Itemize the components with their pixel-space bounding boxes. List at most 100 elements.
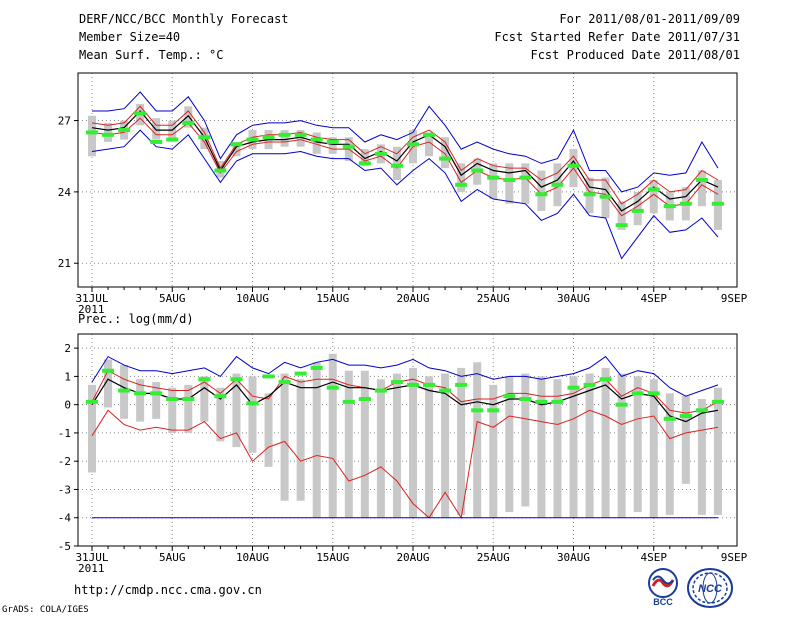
- median-marker: [599, 377, 612, 382]
- median-marker: [631, 391, 644, 396]
- spread-box: [232, 373, 241, 448]
- grads-credit: GrADS: COLA/IGES: [2, 605, 89, 615]
- temperature-frame: [77, 72, 738, 288]
- median-marker: [535, 192, 548, 197]
- spread-box: [649, 379, 658, 518]
- spread-box: [505, 376, 514, 513]
- spread-box: [633, 376, 642, 513]
- x-tick-label: 25AUG: [477, 551, 510, 564]
- y-tick-label: -1: [58, 427, 71, 440]
- median-marker: [679, 413, 692, 418]
- median-marker: [663, 204, 676, 209]
- series-line-max: [92, 91, 719, 193]
- spread-box: [521, 373, 530, 507]
- median-marker: [471, 168, 484, 173]
- median-marker: [487, 175, 500, 180]
- median-marker: [150, 391, 163, 396]
- variable-label: Mean Surf. Temp.: °C: [79, 48, 224, 62]
- x-tick-year: 2011: [78, 303, 105, 316]
- spread-box: [457, 163, 466, 192]
- median-marker: [583, 192, 596, 197]
- median-marker: [631, 208, 644, 213]
- median-marker: [134, 111, 147, 116]
- median-marker: [583, 382, 596, 387]
- median-marker: [567, 385, 580, 390]
- median-marker: [439, 388, 452, 393]
- spread-box: [697, 399, 706, 515]
- median-marker: [455, 182, 468, 187]
- spread-box: [441, 137, 450, 169]
- median-marker: [150, 139, 163, 144]
- median-marker: [262, 374, 275, 379]
- spread-box: [537, 170, 546, 211]
- median-marker: [711, 399, 724, 404]
- spread-box: [409, 367, 417, 518]
- x-tick-label: 30AUG: [557, 551, 590, 564]
- x-tick-label: 31JUL: [75, 551, 108, 564]
- spread-box: [200, 376, 209, 422]
- median-marker: [326, 385, 339, 390]
- median-marker: [102, 132, 115, 137]
- spread-box: [617, 373, 626, 518]
- x-tick-label: 15AUG: [316, 551, 349, 564]
- source-url[interactable]: http://cmdp.ncc.cma.gov.cn: [74, 583, 262, 597]
- spread-box: [553, 379, 562, 518]
- x-tick-label: 5AUG: [159, 292, 186, 305]
- spread-box: [697, 170, 706, 207]
- median-marker: [615, 223, 628, 228]
- series-line-lower: [91, 117, 719, 217]
- y-tick-label: -3: [58, 483, 71, 496]
- y-tick-label: -4: [58, 512, 72, 525]
- spread-box: [360, 149, 369, 166]
- spread-box: [521, 163, 530, 204]
- median-marker: [86, 130, 98, 135]
- median-marker: [519, 397, 532, 402]
- spread-box: [392, 373, 401, 518]
- median-marker: [374, 151, 387, 156]
- median-marker: [358, 161, 371, 166]
- median-marker: [358, 397, 371, 402]
- spread-box: [392, 146, 401, 180]
- spread-box: [633, 191, 642, 226]
- spread-box: [152, 382, 161, 419]
- median-marker: [551, 182, 564, 187]
- median-marker: [134, 391, 147, 396]
- median-marker: [519, 175, 532, 180]
- median-marker: [487, 408, 500, 413]
- median-marker: [118, 128, 131, 133]
- x-tick-label: 31JUL: [75, 292, 108, 305]
- spread-box: [360, 370, 369, 518]
- series-line-upper: [91, 370, 719, 414]
- x-tick-label: 5AUG: [159, 551, 186, 564]
- median-marker: [278, 380, 291, 385]
- y-tick-label: 27: [58, 115, 71, 128]
- spread-box: [328, 137, 337, 154]
- spread-box: [681, 396, 690, 484]
- median-marker: [615, 402, 628, 407]
- median-marker: [230, 142, 243, 147]
- median-marker: [246, 137, 259, 142]
- median-marker: [310, 365, 323, 370]
- spread-box: [232, 141, 241, 157]
- median-marker: [278, 132, 291, 137]
- median-marker: [214, 168, 227, 173]
- y-tick-label: -5: [58, 540, 71, 553]
- x-tick-label: 4SEP: [641, 551, 668, 564]
- x-tick-label: 10AUG: [236, 292, 269, 305]
- median-marker: [214, 394, 227, 399]
- chart-title: DERF/NCC/BCC Monthly Forecast: [79, 12, 289, 26]
- median-marker: [647, 391, 660, 396]
- x-tick-label: 10AUG: [236, 551, 269, 564]
- median-marker: [455, 382, 468, 387]
- median-marker: [246, 401, 259, 406]
- fcst-start-date: Fcst Started Refer Date 2011/07/31: [494, 30, 740, 44]
- spread-box: [489, 384, 498, 518]
- median-marker: [230, 377, 243, 382]
- spread-box: [184, 106, 193, 128]
- median-marker: [695, 408, 708, 413]
- median-marker: [503, 394, 516, 399]
- spread-box: [152, 118, 161, 140]
- spread-box: [280, 130, 289, 147]
- x-tick-label: 9SEP: [721, 551, 748, 564]
